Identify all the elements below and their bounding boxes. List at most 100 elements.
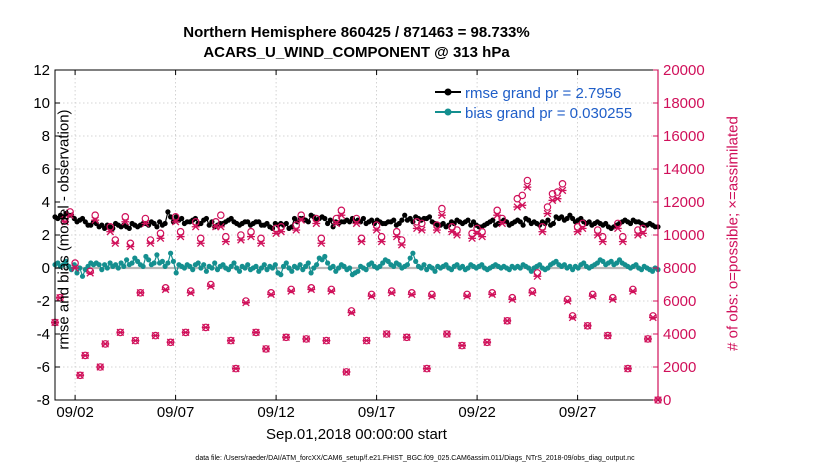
obs-possible-point bbox=[156, 229, 165, 238]
y-right-tick-label: 14000 bbox=[663, 161, 705, 178]
obs-possible-point bbox=[488, 288, 497, 297]
bias-data-point bbox=[170, 258, 176, 264]
obs-assimilated-point bbox=[613, 224, 622, 233]
bias-data-point bbox=[289, 268, 295, 274]
obs-possible-point bbox=[548, 190, 557, 198]
obs-possible-point bbox=[578, 219, 587, 228]
bias-data-point bbox=[165, 260, 171, 266]
obs-assimilated-point bbox=[342, 368, 351, 376]
bias-data-point bbox=[363, 267, 369, 273]
obs-assimilated-point bbox=[126, 242, 135, 251]
obs-possible-point bbox=[277, 223, 285, 231]
obs-possible-point bbox=[407, 288, 416, 297]
obs-assimilated-point bbox=[623, 364, 632, 373]
rmse-data-point bbox=[490, 217, 496, 223]
obs-assimilated-point bbox=[402, 333, 411, 342]
obs-assimilated-point bbox=[322, 336, 331, 345]
bias-data-point bbox=[278, 272, 284, 278]
obs-possible-point bbox=[438, 204, 446, 213]
obs-assimilated-point bbox=[151, 331, 160, 340]
bias-data-point bbox=[201, 262, 207, 268]
obs-possible-point bbox=[287, 285, 296, 294]
obs-possible-point bbox=[91, 211, 100, 220]
obs-possible-point bbox=[428, 290, 436, 299]
obs-assimilated-point bbox=[287, 287, 296, 295]
obs-assimilated-point bbox=[116, 328, 125, 337]
y-right-tick-label: 10000 bbox=[663, 227, 705, 244]
y-left-tick-label: 4 bbox=[42, 194, 50, 211]
obs-possible-point bbox=[86, 267, 95, 276]
legend-rmse-marker bbox=[444, 88, 452, 96]
rmse-data-point bbox=[545, 217, 551, 223]
obs-possible-point bbox=[417, 219, 426, 228]
obs-assimilated-point bbox=[131, 336, 140, 345]
bias-data-point bbox=[124, 257, 130, 263]
obs-assimilated-point bbox=[352, 219, 361, 228]
rmse-data-point bbox=[168, 214, 174, 220]
obs-possible-point bbox=[196, 234, 205, 243]
bias-data-point bbox=[355, 268, 361, 274]
rmse-data-point bbox=[426, 214, 433, 220]
obs-assimilated-point bbox=[603, 331, 612, 340]
obs-assimilated-point bbox=[397, 241, 406, 249]
obs-assimilated-point bbox=[453, 231, 461, 239]
x-tick-label: 09/02 bbox=[56, 404, 94, 421]
y-left-tick-label: 6 bbox=[42, 161, 50, 178]
obs-possible-point bbox=[332, 214, 341, 223]
x-axis-label: Sep.01,2018 00:00:00 start bbox=[266, 426, 447, 443]
y-right-tick-label: 6000 bbox=[663, 293, 696, 310]
y-left-tick-label: 2 bbox=[42, 227, 50, 244]
bias-data-point bbox=[410, 250, 416, 256]
obs-assimilated-point bbox=[91, 216, 100, 224]
bias-data-point bbox=[432, 268, 438, 274]
obs-assimilated-point bbox=[317, 239, 326, 248]
rmse-data-point bbox=[520, 222, 526, 228]
obs-possible-point bbox=[352, 214, 361, 223]
obs-possible-point bbox=[543, 203, 552, 211]
legend-rmse-label: rmse grand pr = 2.7956 bbox=[465, 85, 621, 102]
bias-data-point bbox=[96, 262, 102, 268]
legend-bias-marker bbox=[444, 108, 452, 116]
obs-possible-point bbox=[347, 307, 356, 315]
obs-assimilated-point bbox=[347, 308, 356, 317]
rmse-data-point bbox=[305, 219, 311, 225]
rmse-data-point bbox=[327, 217, 333, 223]
bias-data-point bbox=[168, 250, 174, 256]
obs-assimilated-point bbox=[618, 237, 627, 246]
obs-possible-point bbox=[498, 214, 507, 223]
obs-possible-point bbox=[618, 232, 627, 241]
obs-possible-point bbox=[563, 295, 572, 304]
obs-possible-point bbox=[176, 227, 185, 236]
bias-data-point bbox=[159, 258, 165, 264]
bias-data-point bbox=[245, 262, 251, 268]
obs-assimilated-point bbox=[628, 287, 637, 295]
x-tick-label: 09/17 bbox=[358, 404, 396, 421]
obs-assimilated-point bbox=[241, 298, 250, 307]
obs-assimilated-point bbox=[252, 328, 260, 337]
obs-assimilated-point bbox=[86, 269, 95, 277]
obs-assimilated-point bbox=[638, 229, 647, 238]
obs-assimilated-point bbox=[221, 237, 230, 246]
bias-data-point bbox=[407, 255, 413, 261]
obs-possible-point bbox=[272, 224, 280, 233]
obs-assimilated-point bbox=[186, 288, 195, 297]
y-left-tick-label: -6 bbox=[37, 359, 50, 376]
bias-data-point bbox=[190, 267, 196, 273]
obs-assimilated-point bbox=[76, 371, 85, 380]
data-file-footer: data file: /Users/raeder/DAI/ATM_forcXX/… bbox=[195, 455, 635, 462]
obs-assimilated-point bbox=[442, 330, 451, 338]
obs-assimilated-point bbox=[136, 288, 145, 297]
bias-data-point bbox=[74, 270, 80, 276]
obs-possible-point bbox=[649, 312, 657, 320]
bias-data-point bbox=[261, 262, 267, 268]
obs-possible-point bbox=[257, 234, 265, 243]
obs-possible-point bbox=[463, 290, 471, 299]
obs-assimilated-point bbox=[362, 336, 371, 345]
bias-data-point bbox=[236, 268, 243, 274]
obs-possible-point bbox=[392, 227, 401, 236]
obs-assimilated-point bbox=[56, 293, 64, 302]
obs-assimilated-point bbox=[553, 194, 562, 203]
obs-assimilated-point bbox=[267, 290, 276, 299]
rmse-data-point bbox=[165, 209, 171, 215]
